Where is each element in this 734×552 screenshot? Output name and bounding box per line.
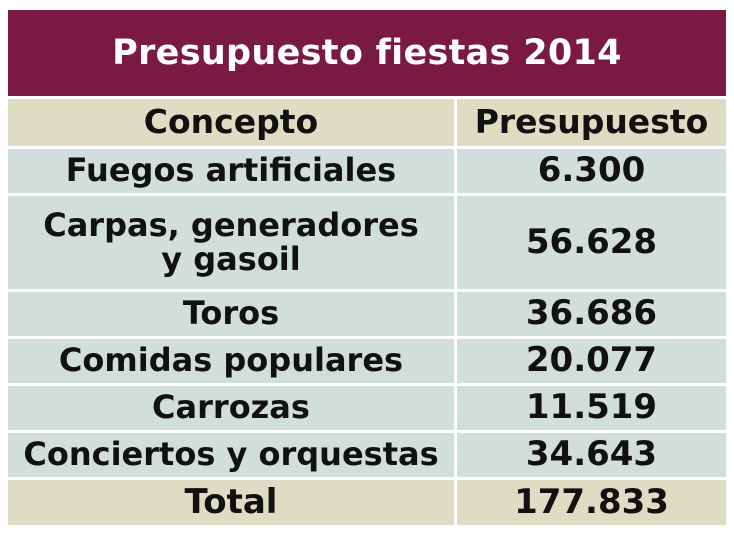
budget-table: Presupuesto fiestas 2014 Concepto Presup… — [8, 10, 726, 550]
table-row: Carrozas 11.519 — [8, 386, 726, 430]
row-concepto: Comidas populares — [8, 339, 454, 383]
header-row: Concepto Presupuesto — [8, 99, 726, 146]
row-presupuesto: 20.077 — [457, 339, 726, 383]
table-row: Fuegos artificiales 6.300 — [8, 149, 726, 193]
row-concepto: Conciertos y orquestas — [8, 433, 454, 477]
row-presupuesto: 11.519 — [457, 386, 726, 430]
table-row: Comidas populares 20.077 — [8, 339, 726, 383]
total-label: Total — [8, 480, 454, 525]
header-presupuesto: Presupuesto — [457, 99, 726, 146]
total-row: Total 177.833 — [8, 480, 726, 525]
table-title: Presupuesto fiestas 2014 — [8, 10, 726, 96]
row-presupuesto: 36.686 — [457, 292, 726, 336]
row-presupuesto: 56.628 — [457, 196, 726, 289]
row-concepto: Fuegos artificiales — [8, 149, 454, 193]
row-presupuesto: 6.300 — [457, 149, 726, 193]
total-value: 177.833 — [457, 480, 726, 525]
table-row: Toros 36.686 — [8, 292, 726, 336]
row-concepto-line: Carpas, generadores — [43, 205, 419, 244]
row-concepto: Toros — [8, 292, 454, 336]
row-concepto: Carpas, generadores y gasoil — [8, 196, 454, 289]
table-grid: Concepto Presupuesto Fuegos artificiales… — [8, 96, 726, 525]
table-row: Carpas, generadores y gasoil 56.628 — [8, 196, 726, 289]
row-concepto-line: y gasoil — [161, 239, 301, 278]
row-presupuesto: 34.643 — [457, 433, 726, 477]
table-row: Conciertos y orquestas 34.643 — [8, 433, 726, 477]
row-concepto: Carrozas — [8, 386, 454, 430]
header-concepto: Concepto — [8, 99, 454, 146]
